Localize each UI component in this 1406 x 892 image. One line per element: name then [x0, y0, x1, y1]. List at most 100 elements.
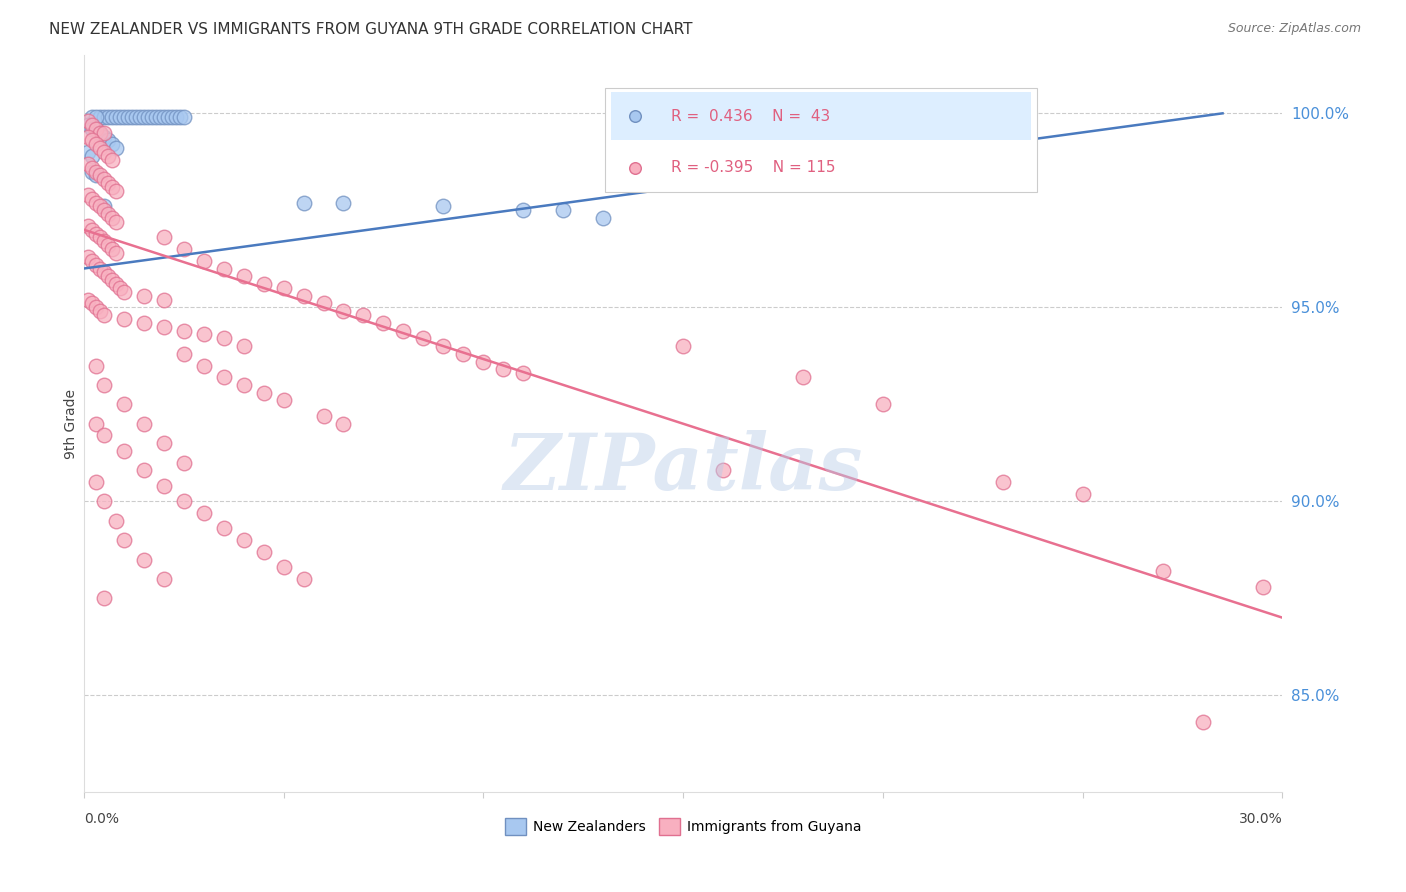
Point — [1251, 580, 1274, 594]
Point — [292, 572, 315, 586]
Point — [100, 137, 122, 152]
Point — [165, 110, 187, 124]
Point — [93, 172, 115, 186]
Point — [93, 591, 115, 606]
Point — [100, 273, 122, 287]
Text: R =  0.436    N =  43: R = 0.436 N = 43 — [671, 109, 831, 124]
Point — [112, 443, 135, 458]
Point — [100, 110, 122, 124]
Point — [232, 378, 254, 392]
Point — [332, 417, 354, 431]
Point — [273, 560, 295, 574]
Point — [152, 230, 174, 244]
Point — [89, 230, 111, 244]
Point — [173, 347, 195, 361]
Point — [592, 211, 614, 225]
Point — [212, 261, 235, 276]
Point — [160, 110, 183, 124]
Point — [125, 110, 148, 124]
Point — [193, 253, 215, 268]
Point — [121, 110, 143, 124]
Point — [108, 281, 131, 295]
Text: Source: ZipAtlas.com: Source: ZipAtlas.com — [1227, 22, 1361, 36]
Point — [232, 269, 254, 284]
Point — [80, 296, 103, 310]
Point — [84, 121, 107, 136]
Point — [93, 126, 115, 140]
Point — [76, 145, 98, 160]
Point — [132, 288, 155, 302]
Point — [152, 293, 174, 307]
Point — [80, 110, 103, 124]
Point — [991, 475, 1014, 489]
Point — [332, 195, 354, 210]
Point — [156, 110, 179, 124]
Point — [132, 316, 155, 330]
Point — [132, 417, 155, 431]
Point — [84, 475, 107, 489]
Point — [492, 362, 515, 376]
Point — [112, 533, 135, 548]
Point — [273, 393, 295, 408]
Legend: New Zealanders, Immigrants from Guyana: New Zealanders, Immigrants from Guyana — [499, 813, 868, 840]
Point — [84, 301, 107, 315]
Point — [412, 331, 434, 345]
Point — [145, 110, 167, 124]
Point — [132, 110, 155, 124]
Point — [149, 110, 172, 124]
Point — [553, 203, 575, 218]
Point — [89, 126, 111, 140]
Point — [104, 184, 127, 198]
Point — [84, 417, 107, 431]
Point — [112, 312, 135, 326]
Point — [76, 118, 98, 132]
Point — [97, 238, 120, 252]
Point — [76, 219, 98, 233]
Point — [117, 110, 139, 124]
Text: R = -0.395    N = 115: R = -0.395 N = 115 — [671, 161, 835, 175]
Point — [93, 235, 115, 249]
Point — [152, 572, 174, 586]
Point — [97, 269, 120, 284]
Point — [132, 552, 155, 566]
Point — [89, 110, 111, 124]
Point — [80, 253, 103, 268]
Point — [80, 121, 103, 136]
Point — [89, 141, 111, 155]
FancyBboxPatch shape — [612, 93, 1031, 140]
Point — [84, 137, 107, 152]
Point — [512, 366, 534, 380]
Point — [100, 153, 122, 167]
Point — [100, 211, 122, 225]
Point — [232, 339, 254, 353]
Point — [312, 296, 335, 310]
Point — [711, 463, 734, 477]
Point — [252, 277, 274, 291]
Point — [76, 293, 98, 307]
Point — [1152, 564, 1174, 578]
Point — [97, 207, 120, 221]
Point — [93, 145, 115, 160]
Point — [84, 195, 107, 210]
Point — [80, 192, 103, 206]
Point — [432, 199, 454, 213]
Point — [173, 110, 195, 124]
Point — [353, 308, 375, 322]
Point — [93, 110, 115, 124]
Point — [112, 110, 135, 124]
Point — [112, 285, 135, 299]
Point — [792, 370, 814, 384]
Point — [1191, 715, 1213, 730]
Point — [512, 203, 534, 218]
Point — [152, 110, 174, 124]
Point — [112, 397, 135, 411]
Point — [193, 359, 215, 373]
Point — [76, 250, 98, 264]
Point — [292, 195, 315, 210]
Point — [212, 521, 235, 535]
Point — [132, 463, 155, 477]
Y-axis label: 9th Grade: 9th Grade — [65, 389, 79, 458]
Text: NEW ZEALANDER VS IMMIGRANTS FROM GUYANA 9TH GRADE CORRELATION CHART: NEW ZEALANDER VS IMMIGRANTS FROM GUYANA … — [49, 22, 693, 37]
Point — [80, 134, 103, 148]
Point — [93, 129, 115, 144]
